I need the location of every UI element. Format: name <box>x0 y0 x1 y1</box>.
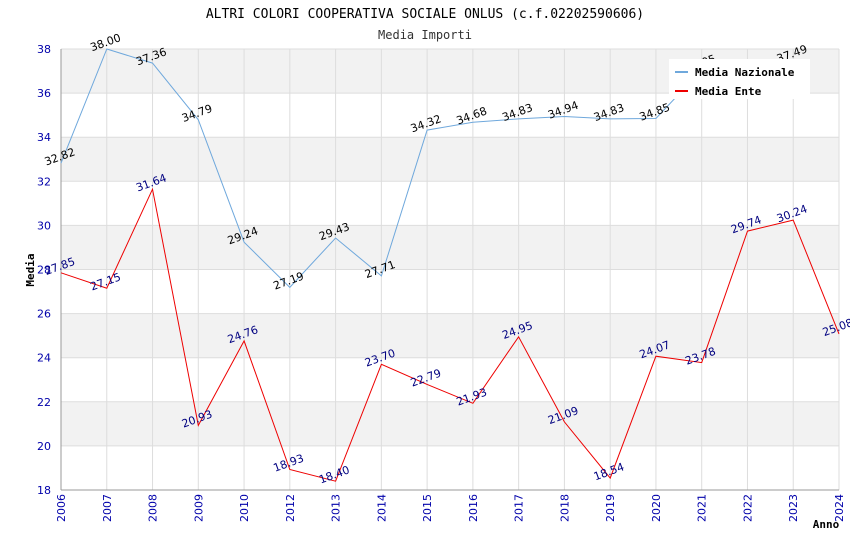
x-tick-label: 2018 <box>558 494 571 522</box>
plot-band <box>61 181 839 226</box>
x-tick-label: 2021 <box>696 494 709 522</box>
plot-band <box>61 269 839 314</box>
x-tick-label: 2007 <box>101 494 114 522</box>
y-axis-title: Media <box>24 253 37 286</box>
x-tick-label: 2010 <box>238 494 251 522</box>
x-tick-label: 2020 <box>650 494 663 522</box>
y-tick-label: 36 <box>37 87 51 100</box>
series-line-2 <box>60 187 840 482</box>
x-tick-label: 2019 <box>604 494 617 522</box>
x-tick-label: 2013 <box>330 494 343 522</box>
y-tick-label: 24 <box>37 352 51 365</box>
x-tick-label: 2015 <box>421 494 434 522</box>
y-tick-label: 22 <box>37 396 51 409</box>
y-tick-label: 38 <box>37 43 51 56</box>
plot-band <box>61 401 839 446</box>
x-tick-label: 2024 <box>833 494 846 522</box>
series-line-1 <box>60 48 794 289</box>
plot-background <box>61 49 839 490</box>
x-tick-label: 2014 <box>375 494 388 522</box>
plot-band <box>61 93 839 138</box>
plot-band <box>61 225 839 270</box>
y-tick-label: 26 <box>37 308 51 321</box>
x-tick-label: 2023 <box>787 494 800 522</box>
plot-band <box>61 357 839 402</box>
legend-box <box>669 59 810 99</box>
series-group <box>60 48 840 482</box>
axes <box>60 49 839 491</box>
legend: Media Nazionale Media Ente <box>669 59 810 99</box>
x-tick-label: 2016 <box>467 494 480 522</box>
legend-label: Media Ente <box>695 85 762 98</box>
x-axis-title: Anno <box>813 518 840 531</box>
y-tick-label: 18 <box>37 484 51 497</box>
y-tick-label: 30 <box>37 219 51 232</box>
x-tick-label: 2017 <box>513 494 526 522</box>
x-tick-label: 2012 <box>284 494 297 522</box>
y-tick-label: 28 <box>37 264 51 277</box>
chart-title: ALTRI COLORI COOPERATIVA SOCIALE ONLUS (… <box>206 7 644 22</box>
y-tick-label: 20 <box>37 440 51 453</box>
plot-band <box>61 445 839 490</box>
grid-lines <box>60 48 840 491</box>
x-tick-label: 2008 <box>147 494 160 522</box>
x-tick-label: 2009 <box>192 494 205 522</box>
y-tick-labels: 18 20 22 24 26 28 30 32 34 36 38 <box>37 43 51 497</box>
x-tick-label: 2006 <box>55 494 68 522</box>
x-tick-labels: 2006 2007 2008 2009 2010 2012 2013 2014 2015 2016… <box>55 494 846 522</box>
x-tick-label: 2022 <box>741 494 754 522</box>
y-tick-label: 32 <box>37 175 51 188</box>
plot-band <box>61 313 839 358</box>
plot-band <box>61 137 839 182</box>
chart-subtitle: Media Importi <box>378 28 472 42</box>
y-tick-label: 34 <box>37 131 51 144</box>
legend-label: Media Nazionale <box>695 66 795 79</box>
